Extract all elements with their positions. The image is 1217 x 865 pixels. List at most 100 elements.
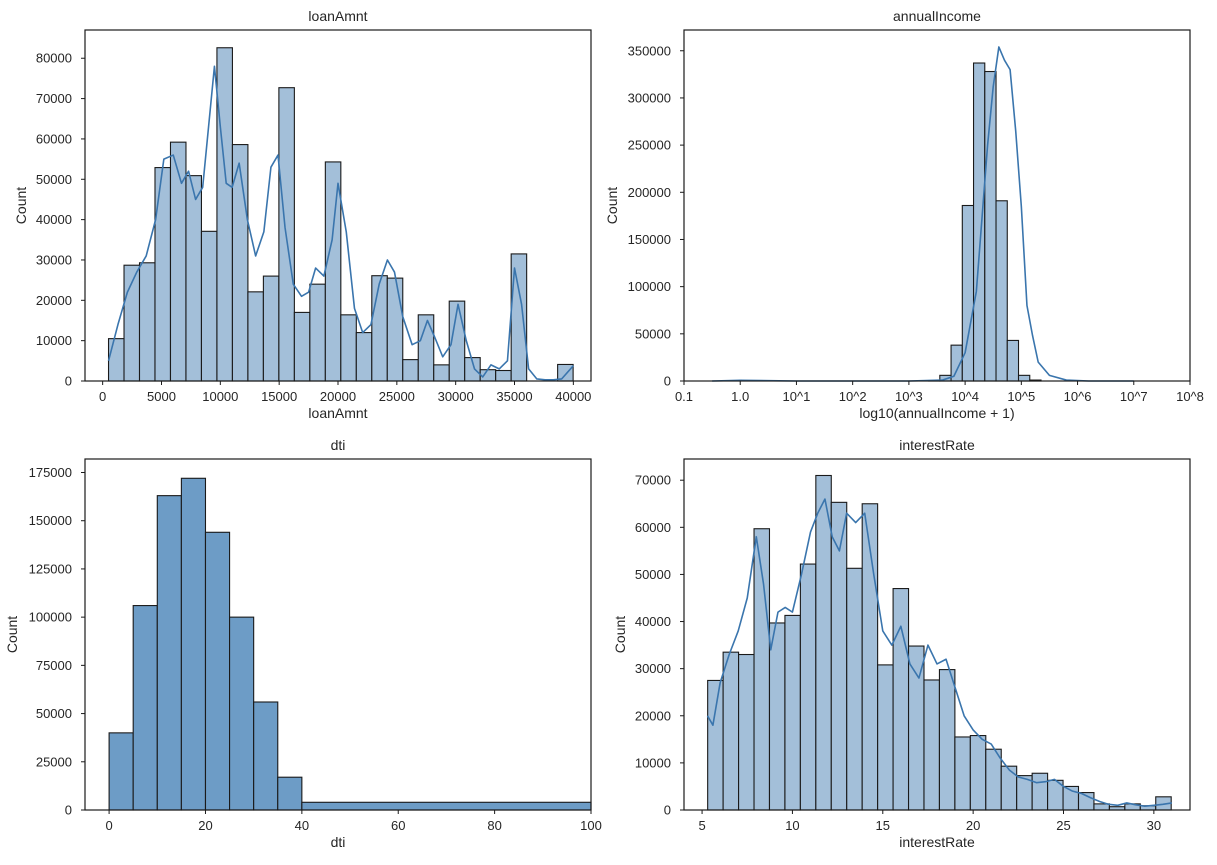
y-tick-label: 175000 — [29, 465, 72, 480]
x-tick-label: 5000 — [147, 389, 176, 404]
chart-title: interestRate — [899, 437, 975, 453]
x-axis-label: loanAmnt — [308, 405, 367, 421]
y-tick-label: 20000 — [36, 293, 72, 308]
histogram-bar — [216, 47, 233, 382]
y-tick-label: 100000 — [29, 610, 72, 625]
y-tick-label: 150000 — [628, 232, 671, 247]
histogram-bar — [154, 167, 172, 382]
axes-frame — [683, 458, 1191, 811]
x-tick-label: 10^4 — [951, 389, 979, 404]
y-tick-label: 25000 — [36, 754, 72, 769]
histogram-bar — [247, 291, 264, 382]
y-tick-label: 70000 — [635, 473, 671, 488]
histogram-bar — [495, 369, 512, 382]
x-tick-label: 0.1 — [675, 389, 693, 404]
x-tick-label: 10^2 — [839, 389, 867, 404]
x-tick-label: 10^6 — [1064, 389, 1092, 404]
histogram-bar — [738, 653, 755, 811]
y-tick-label: 100000 — [628, 279, 671, 294]
x-tick-label: 10^1 — [783, 389, 811, 404]
histogram-bar — [1017, 374, 1031, 382]
histogram-bar — [371, 275, 388, 382]
x-tick-label: 15000 — [261, 389, 297, 404]
y-tick-label: 250000 — [628, 138, 671, 153]
axes-frame — [84, 458, 592, 811]
histogram-bar — [479, 369, 497, 382]
histogram-bar — [185, 175, 203, 382]
kde-line — [706, 498, 1173, 808]
histogram-bar — [722, 651, 740, 811]
histogram-bar — [954, 736, 971, 811]
chart-title: dti — [331, 437, 346, 453]
histogram-bar — [386, 277, 404, 382]
y-tick-label: 60000 — [635, 520, 671, 535]
x-tick-label: 5 — [698, 818, 705, 833]
x-tick-label: 35000 — [496, 389, 532, 404]
histogram-bar — [355, 332, 373, 382]
y-tick-label: 80000 — [36, 51, 72, 66]
histogram-bar — [995, 200, 1008, 382]
y-tick-label: 50000 — [635, 326, 671, 341]
x-axis-label: interestRate — [899, 834, 975, 850]
x-tick-label: 20 — [966, 818, 980, 833]
y-axis-label: Count — [4, 616, 20, 653]
histogram-bar — [200, 230, 218, 382]
x-tick-label: 20000 — [320, 389, 356, 404]
chart-panel-loanAmnt: 0 5000 10000 15000 20000 25000 30000 35000 40000… — [13, 8, 592, 421]
y-tick-label: 50000 — [635, 567, 671, 582]
y-tick-label: 0 — [65, 803, 72, 818]
histogram-bar — [985, 748, 1002, 811]
chart-title: loanAmnt — [308, 8, 367, 24]
histogram-bar — [301, 801, 592, 811]
histogram-bar — [108, 732, 134, 811]
y-tick-label: 125000 — [29, 561, 72, 576]
y-tick-label: 10000 — [635, 755, 671, 770]
chart-title: annualIncome — [893, 8, 981, 24]
x-tick-label: 100 — [580, 818, 602, 833]
y-tick-label: 40000 — [635, 614, 671, 629]
histogram-bar — [938, 669, 956, 811]
x-tick-label: 25000 — [379, 389, 415, 404]
y-tick-label: 10000 — [36, 333, 72, 348]
histogram-bar — [340, 314, 357, 382]
x-tick-label: 10^5 — [1007, 389, 1035, 404]
histogram-bar — [768, 622, 786, 811]
chart-panel-interestRate: 5 10 15 20 25 30 0 10000 20000 30000 40000 50000 600… — [612, 437, 1191, 850]
histogram-bar — [972, 62, 986, 382]
histogram-bar — [969, 735, 987, 811]
x-tick-label: 60 — [391, 818, 405, 833]
histogram-bar — [277, 776, 303, 811]
y-tick-label: 0 — [65, 374, 72, 389]
histogram-bar — [293, 311, 311, 382]
x-tick-label: 10 — [785, 818, 799, 833]
axes-frame — [683, 29, 1191, 382]
chart-panel-dti: 0 20 40 60 80 100 0 25000 50000 75000 100000 125000… — [4, 437, 602, 850]
histogram-bar — [892, 588, 910, 811]
x-tick-label: 10000 — [202, 389, 238, 404]
histogram-bar — [402, 359, 419, 382]
y-tick-label: 150000 — [29, 513, 72, 528]
x-tick-label: 1.0 — [731, 389, 749, 404]
histogram-bar — [1031, 772, 1049, 811]
x-tick-label: 0 — [105, 818, 112, 833]
histogram-bar — [815, 474, 832, 811]
histogram-bar — [877, 664, 894, 811]
y-tick-label: 300000 — [628, 90, 671, 105]
x-tick-label: 30 — [1147, 818, 1161, 833]
x-axis-label: log10(annualIncome + 1) — [859, 405, 1014, 421]
x-tick-label: 25 — [1056, 818, 1070, 833]
x-tick-label: 30000 — [438, 389, 474, 404]
x-tick-label: 10^7 — [1120, 389, 1148, 404]
y-tick-label: 75000 — [36, 658, 72, 673]
histogram-bar — [229, 616, 255, 811]
histogram-bar — [107, 338, 125, 382]
histogram-bar — [1000, 765, 1018, 811]
y-tick-label: 0 — [664, 374, 671, 389]
y-tick-label: 30000 — [635, 661, 671, 676]
histogram-bar — [1006, 339, 1020, 382]
y-axis-label: Count — [612, 616, 628, 653]
histogram-bar — [262, 275, 280, 382]
y-tick-label: 60000 — [36, 131, 72, 146]
histogram-bar — [204, 531, 231, 811]
